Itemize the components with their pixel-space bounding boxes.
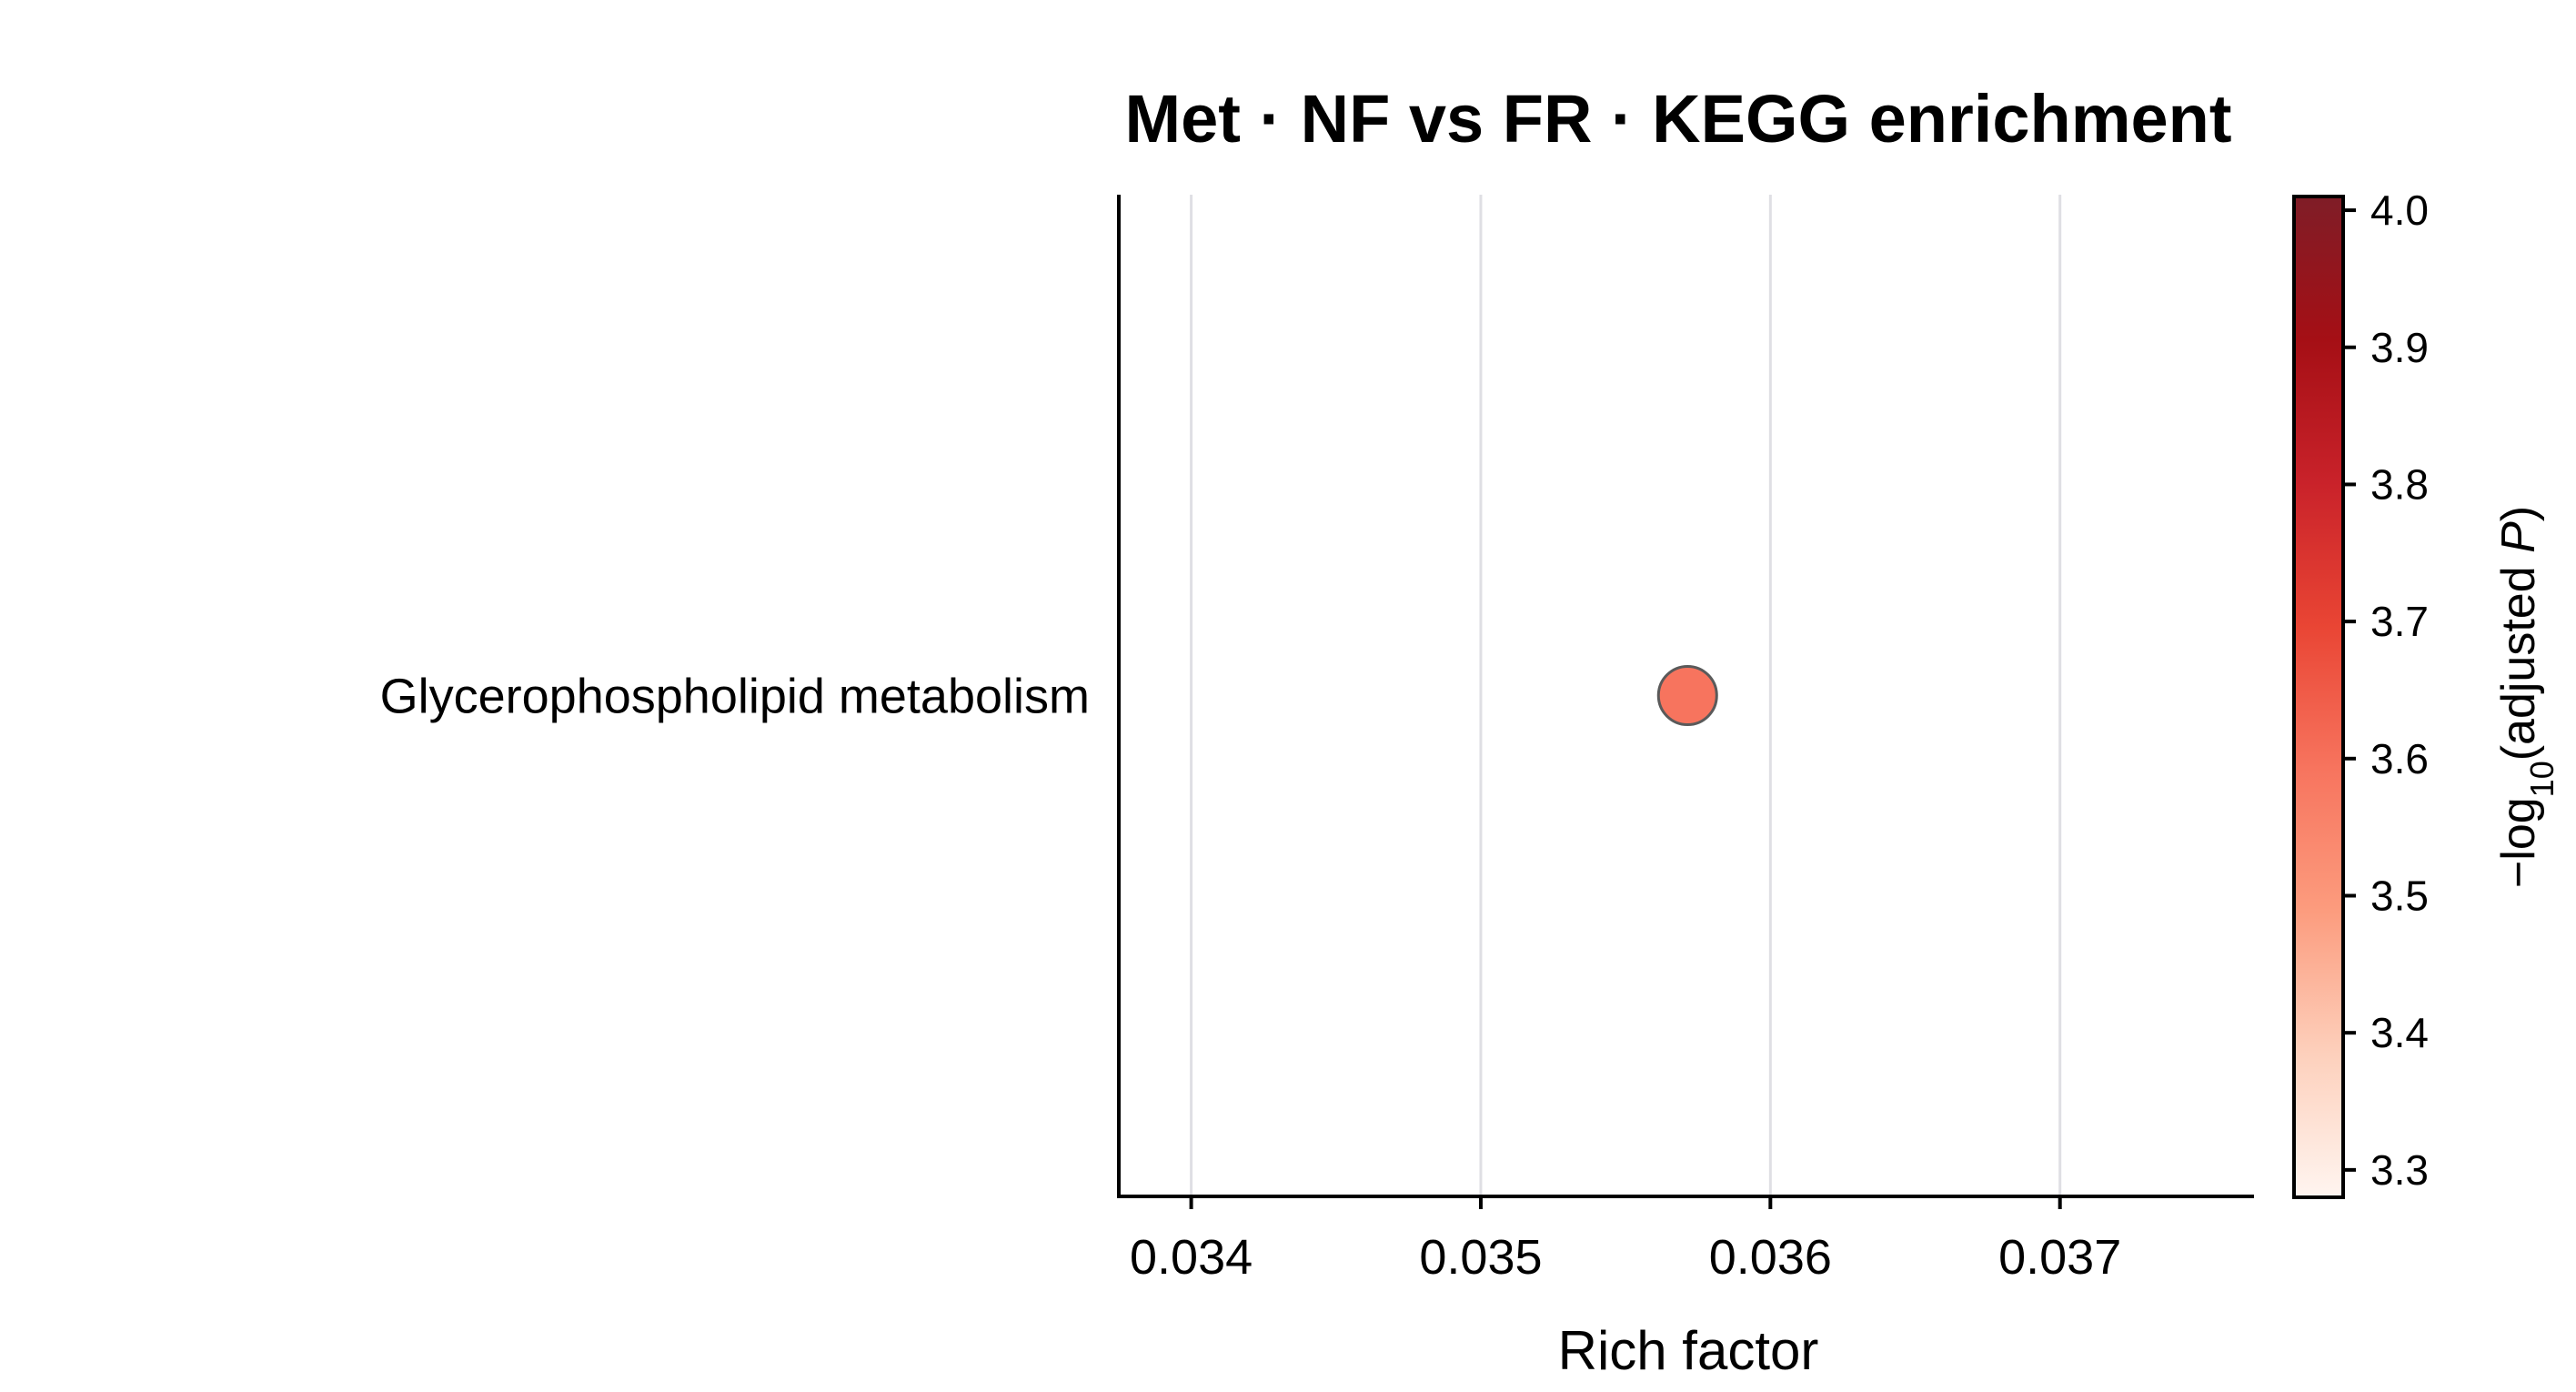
chart-title: Met · NF vs FR · KEGG enrichment	[1124, 81, 2231, 156]
colorbar-label: −log10(adjusted P)	[2492, 506, 2561, 888]
colorbar-tick-label: 3.6	[2370, 735, 2429, 782]
data-points	[1656, 665, 1718, 726]
x-ticks: 0.034 0.035 0.036 0.037	[1130, 1196, 2121, 1285]
x-tick-label: 0.035	[1419, 1230, 1542, 1285]
x-tick-label: 0.036	[1709, 1230, 1832, 1285]
colorbar-gradient	[2292, 195, 2345, 1199]
x-axis-label: Rich factor	[1558, 1320, 1819, 1381]
colorbar-tick-label: 3.9	[2370, 324, 2429, 371]
colorbar: 3.3 3.4 3.5 3.6 3.7 3.8 3.9 4.0 −log10(adjusted…	[2292, 187, 2561, 1199]
colorbar-tick-label: 3.4	[2370, 1009, 2429, 1056]
x-tick-label: 0.037	[1998, 1230, 2121, 1285]
y-category-label: Glycerophospholipid metabolism	[380, 670, 1090, 724]
x-tick-label: 0.034	[1130, 1230, 1253, 1285]
colorbar-tick-label: 3.7	[2370, 598, 2429, 645]
axes	[1117, 195, 2254, 1198]
gridlines	[1190, 195, 2062, 1196]
colorbar-tick-label: 4.0	[2370, 187, 2429, 234]
colorbar-tick-label: 3.8	[2370, 460, 2429, 508]
y-category-labels: Glycerophospholipid metabolism	[380, 670, 1090, 724]
colorbar-ticks: 3.3 3.4 3.5 3.6 3.7 3.8 3.9 4.0	[2343, 187, 2429, 1194]
colorbar-tick-label: 3.3	[2370, 1146, 2429, 1194]
colorbar-tick-label: 3.5	[2370, 872, 2429, 919]
data-point	[1656, 665, 1718, 726]
